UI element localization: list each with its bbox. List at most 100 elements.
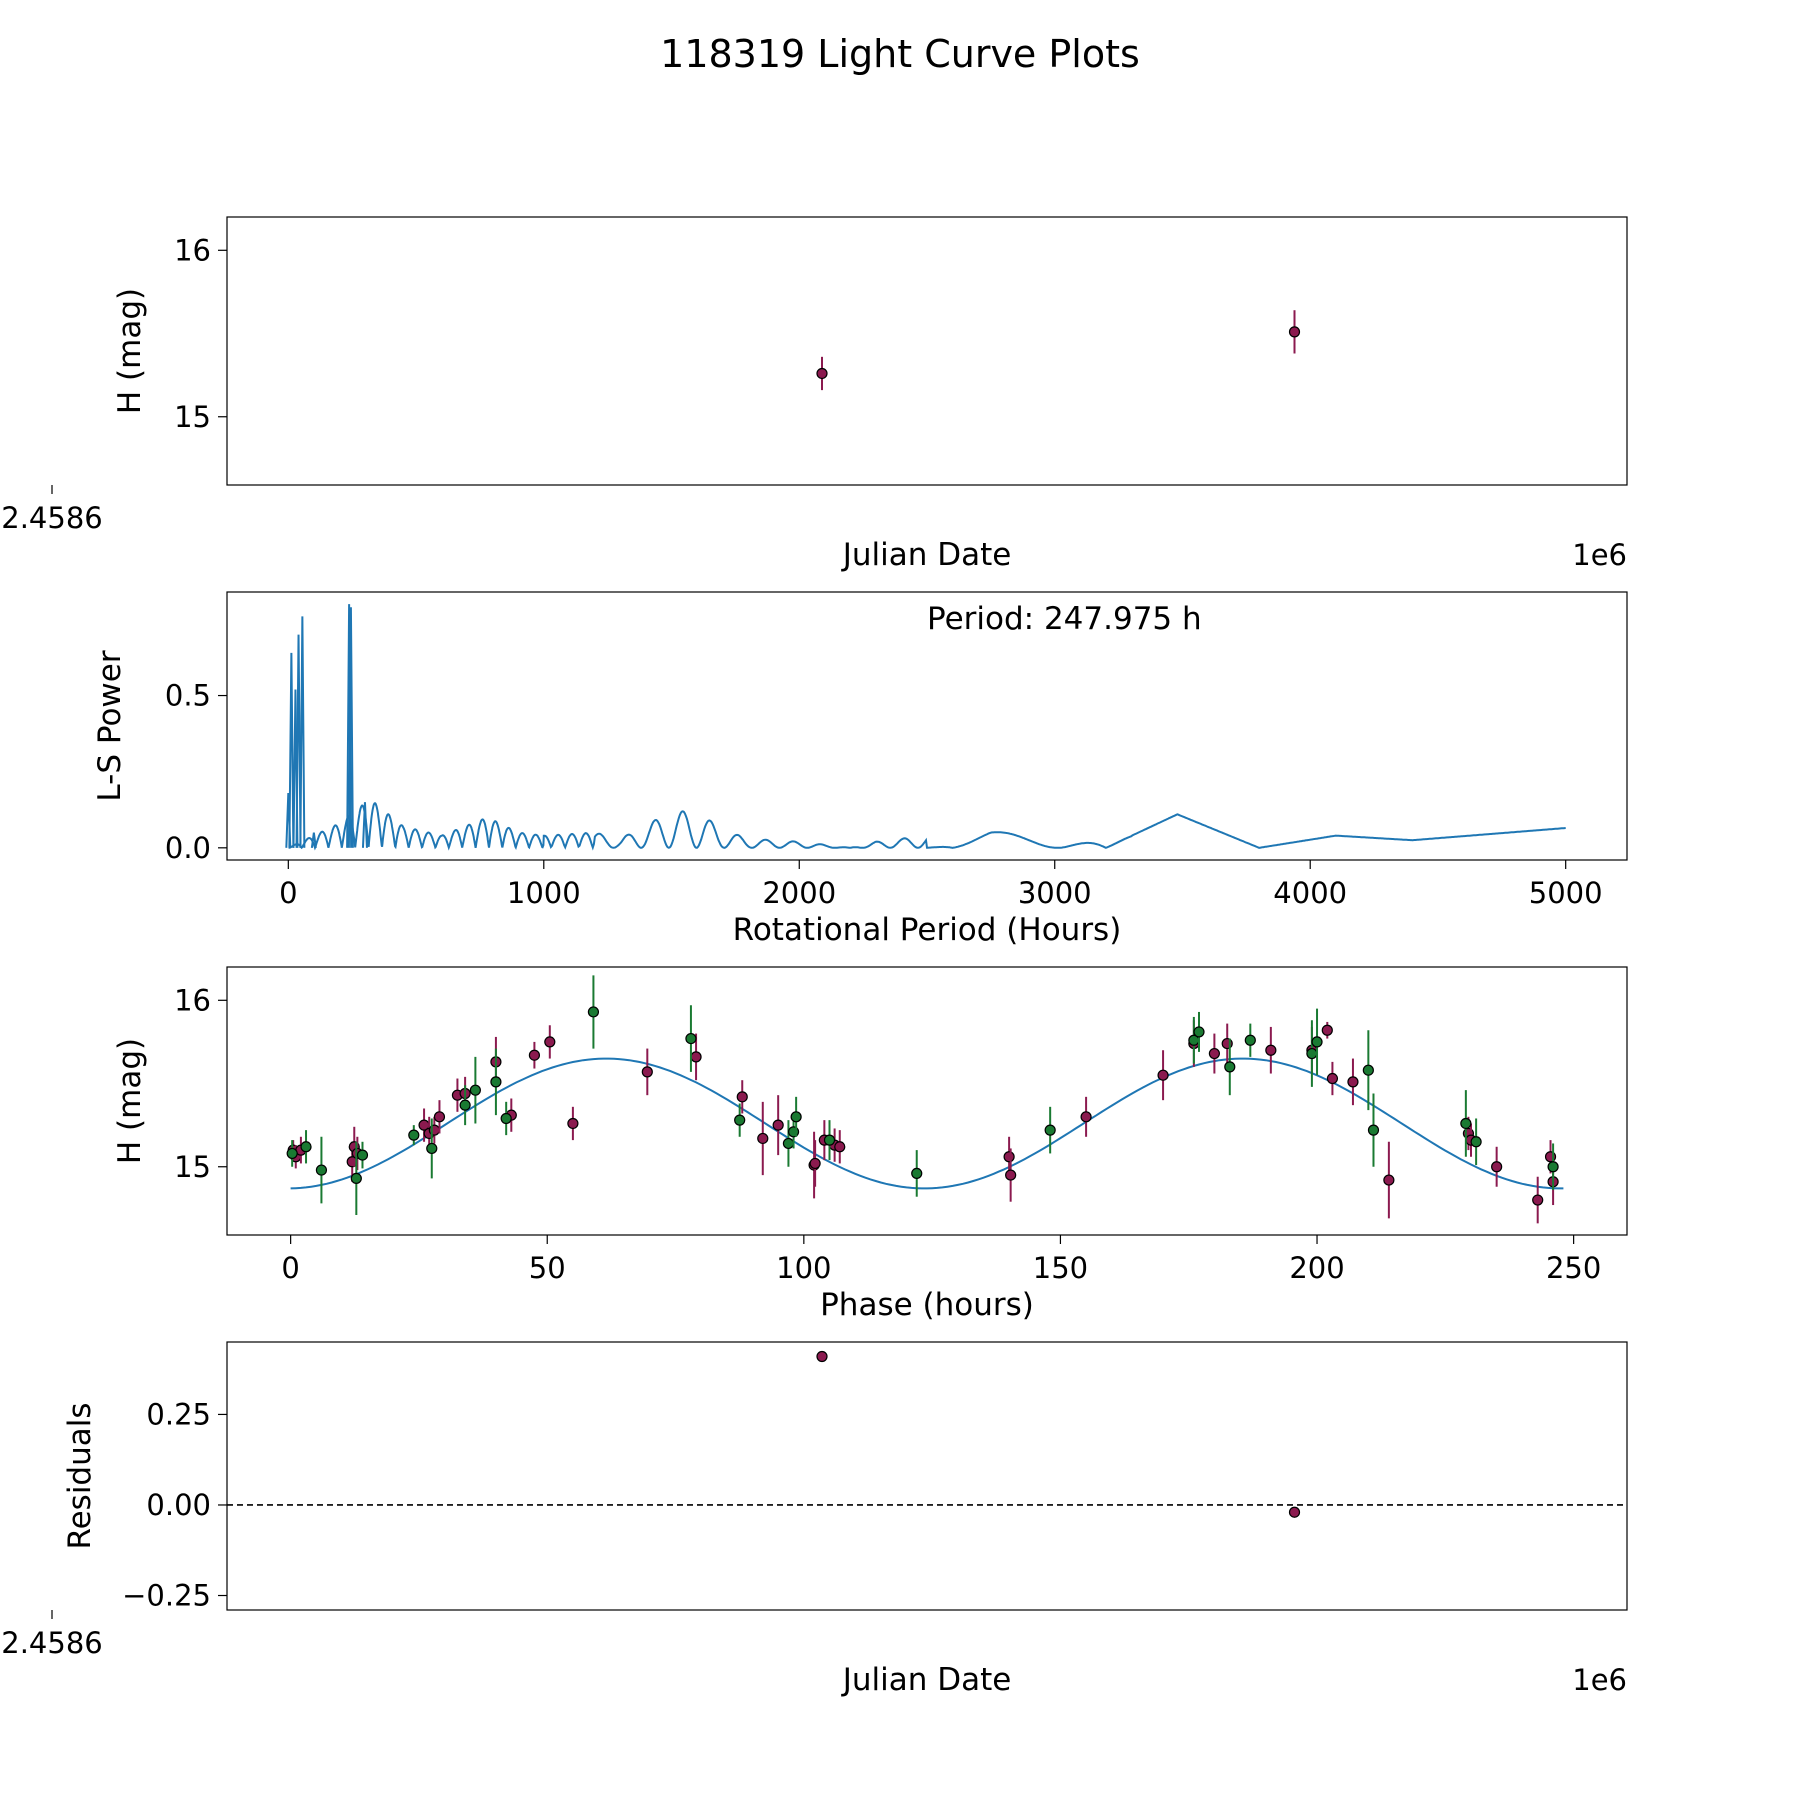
periodogram-xtick-label: 0 xyxy=(279,876,297,910)
phased-point xyxy=(1044,1124,1056,1136)
phased-panel: 0 50 100 150 200 250 15 16 Phase (hours) H (mag) xyxy=(112,966,1628,1323)
phased-point xyxy=(1080,1111,1092,1123)
phased-xtick-label: 200 xyxy=(1289,1251,1344,1285)
phased-xtick-label: 0 xyxy=(281,1251,299,1285)
periodogram-plot-area xyxy=(285,604,1566,851)
residuals-point xyxy=(816,1350,828,1363)
phased-point xyxy=(782,1137,795,1150)
residuals-ytick-label: −0.25 xyxy=(122,1579,211,1613)
periodogram-peak xyxy=(288,652,295,848)
phased-point xyxy=(469,1084,481,1096)
lightcurve-ytick-label: 15 xyxy=(174,400,211,434)
phased-point xyxy=(1208,1047,1220,1060)
figure-title: 118319 Light Curve Plots xyxy=(660,32,1140,76)
lightcurve-plot-area xyxy=(816,310,1301,391)
phased-point xyxy=(1367,1124,1380,1136)
lightcurve-frame xyxy=(226,216,1628,486)
phased-point xyxy=(790,1111,802,1123)
phased-point xyxy=(1224,1061,1236,1073)
phased-point xyxy=(356,1149,369,1161)
lightcurve-ytick-label: 16 xyxy=(174,233,211,267)
lightcurve-point xyxy=(816,367,828,380)
phased-xlabel: Phase (hours) xyxy=(820,1287,1034,1323)
periodogram-xtick-label: 4000 xyxy=(1273,876,1347,910)
phased-point xyxy=(587,1006,600,1018)
phased-point xyxy=(1265,1044,1277,1056)
residuals-ylabel: Residuals xyxy=(62,1402,98,1549)
phased-point xyxy=(528,1049,541,1061)
phased-point xyxy=(1362,1064,1374,1076)
phased-point xyxy=(500,1112,512,1125)
phased-point xyxy=(772,1119,784,1131)
phased-point xyxy=(1326,1072,1339,1085)
phased-xtick-label: 100 xyxy=(776,1251,831,1285)
phased-point xyxy=(685,1032,697,1045)
phased-point xyxy=(757,1132,769,1145)
phased-point xyxy=(1193,1026,1205,1038)
phased-point xyxy=(459,1099,471,1111)
periodogram-panel: 0 1000 2000 3000 4000 5000 0.0 0.5 Rotational Pe… xyxy=(92,591,1628,948)
phased-point xyxy=(433,1111,446,1123)
lightcurve-xtick-label: 2.4586 xyxy=(1,501,102,535)
phased-point xyxy=(823,1134,836,1146)
phased-xtick-label: 250 xyxy=(1546,1251,1601,1285)
period-annotation: Period: 247.975 h xyxy=(927,601,1202,637)
phased-point xyxy=(1157,1069,1169,1081)
phased-point xyxy=(1311,1036,1323,1048)
phased-point xyxy=(1470,1136,1482,1148)
phased-point xyxy=(834,1141,846,1153)
periodogram-xtick-label: 2000 xyxy=(762,876,836,910)
residuals-ytick-label: 0.25 xyxy=(146,1397,211,1431)
phased-point xyxy=(1532,1194,1544,1206)
periodogram-xtick-label: 3000 xyxy=(1018,876,1092,910)
phased-point xyxy=(315,1164,328,1176)
phased-point xyxy=(300,1141,312,1153)
phased-frame xyxy=(226,966,1628,1236)
phased-point xyxy=(1244,1034,1256,1046)
phased-point xyxy=(1383,1174,1395,1186)
phased-ylabel: H (mag) xyxy=(112,1038,148,1164)
residuals-xlabel: Julian Date xyxy=(841,1662,1012,1698)
residuals-ytick-label: 0.00 xyxy=(146,1488,211,1522)
lightcurve-xlabel: Julian Date xyxy=(841,537,1012,573)
phased-point xyxy=(641,1066,653,1078)
periodogram-xtick-label: 1000 xyxy=(507,876,581,910)
phased-point xyxy=(1460,1117,1472,1130)
periodogram-ylabel: L-S Power xyxy=(92,650,128,801)
phased-point xyxy=(690,1051,702,1063)
periodogram-frame xyxy=(226,591,1628,861)
phased-xtick-label: 150 xyxy=(1033,1251,1088,1285)
residuals-x-offset: 1e6 xyxy=(1572,1663,1627,1697)
phased-point xyxy=(734,1114,746,1126)
periodogram-xlabel: Rotational Period (Hours) xyxy=(733,912,1122,948)
periodogram-line xyxy=(288,802,1566,851)
phased-point xyxy=(736,1091,748,1103)
phased-xtick-label: 50 xyxy=(529,1251,566,1285)
periodogram-peak xyxy=(361,802,368,848)
phased-point xyxy=(1491,1161,1503,1173)
phased-plot-area xyxy=(286,975,1564,1224)
phased-point xyxy=(1003,1151,1015,1163)
phased-point xyxy=(1347,1076,1359,1088)
lightcurve-point xyxy=(1288,326,1301,338)
residuals-panel: 2.45862.45882.45902.45922.45942.4596−0.2… xyxy=(1,1341,1628,1698)
lightcurve-ylabel: H (mag) xyxy=(112,288,148,414)
phased-point xyxy=(286,1147,298,1160)
residuals-plot-area xyxy=(227,1350,1627,1518)
fit-curve xyxy=(290,1057,1564,1190)
phased-point xyxy=(1005,1169,1017,1181)
periodogram-ytick-label: 0.0 xyxy=(165,831,211,865)
periodogram-peak xyxy=(310,832,317,848)
phased-point xyxy=(426,1142,438,1155)
phased-point xyxy=(544,1036,556,1048)
periodogram-peak xyxy=(347,607,354,848)
periodogram-peak xyxy=(299,616,306,848)
phased-point xyxy=(1547,1161,1559,1173)
phased-point xyxy=(809,1157,821,1170)
phased-ytick-label: 16 xyxy=(174,983,211,1017)
phased-point xyxy=(1306,1047,1318,1060)
residuals-frame xyxy=(226,1341,1628,1611)
phased-point xyxy=(490,1076,502,1088)
residuals-point xyxy=(1288,1506,1301,1518)
